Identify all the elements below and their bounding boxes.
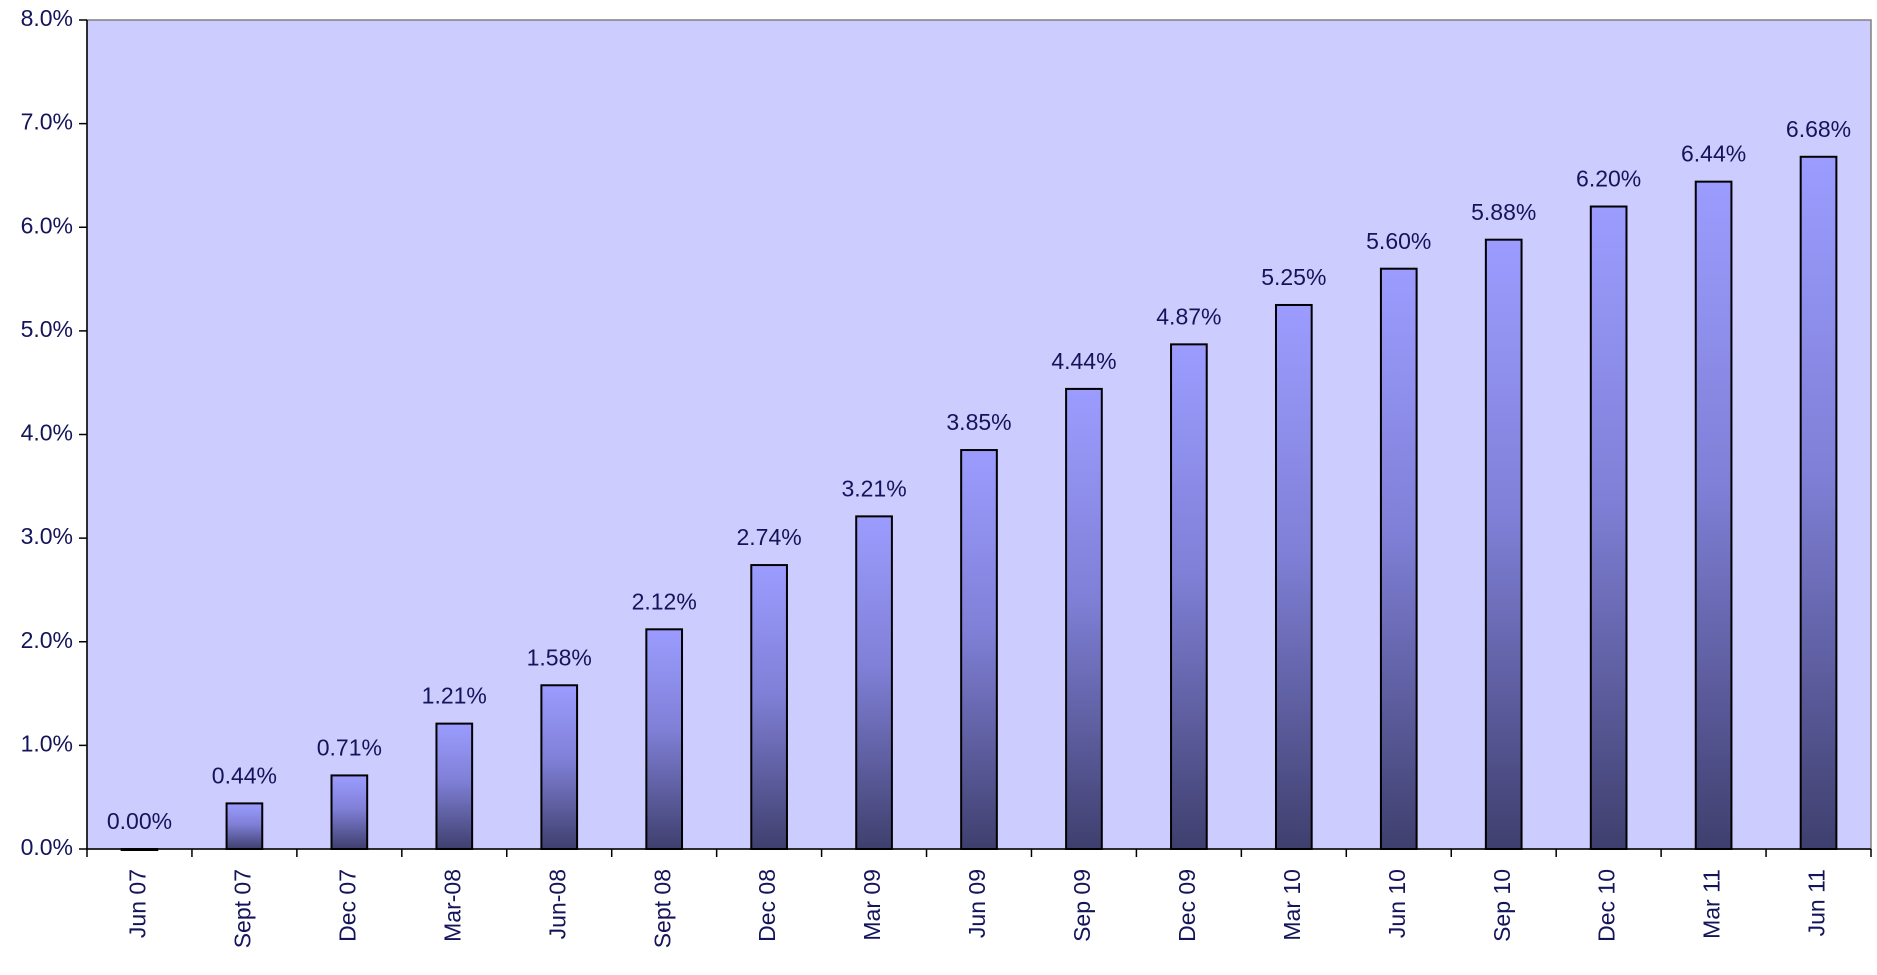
bar bbox=[1170, 343, 1208, 850]
x-tick-label: Mar-08 bbox=[439, 869, 465, 942]
data-label: 4.87% bbox=[1156, 303, 1221, 329]
bar bbox=[540, 684, 579, 851]
data-label: 5.88% bbox=[1471, 199, 1536, 225]
bar bbox=[960, 449, 998, 850]
bar bbox=[750, 564, 788, 850]
x-tick-label: Sept 07 bbox=[229, 869, 255, 948]
x-tick-label: Dec 09 bbox=[1174, 869, 1200, 942]
x-tick-label: Mar 11 bbox=[1699, 869, 1725, 939]
x-tick-label: Jun 09 bbox=[964, 869, 990, 938]
data-label: 6.68% bbox=[1786, 116, 1851, 142]
bar bbox=[225, 802, 264, 851]
bar bbox=[1379, 267, 1418, 850]
bar bbox=[1799, 155, 1838, 851]
data-label: 2.12% bbox=[632, 588, 697, 614]
x-tick-label: Sept 08 bbox=[649, 869, 675, 948]
data-label: 0.44% bbox=[212, 762, 277, 788]
data-label: 6.44% bbox=[1681, 141, 1746, 167]
x-tick-label: Mar 09 bbox=[859, 869, 885, 941]
data-label: 3.21% bbox=[841, 475, 906, 501]
bar bbox=[1694, 180, 1733, 850]
x-tick-label: Dec 07 bbox=[334, 869, 360, 942]
x-tick-label: Dec 08 bbox=[754, 869, 780, 942]
bar bbox=[1589, 205, 1628, 850]
y-tick-label: 2.0% bbox=[21, 627, 73, 653]
x-tick-label: Jun 10 bbox=[1384, 869, 1410, 938]
bar bbox=[645, 628, 684, 850]
data-label: 5.60% bbox=[1366, 228, 1431, 254]
y-tick-label: 7.0% bbox=[21, 109, 73, 135]
y-tick-label: 1.0% bbox=[21, 730, 73, 756]
y-tick-label: 4.0% bbox=[21, 420, 73, 446]
data-label: 2.74% bbox=[737, 524, 802, 550]
data-label: 0.71% bbox=[317, 735, 382, 761]
x-tick-label: Dec 10 bbox=[1594, 869, 1620, 942]
data-label: 6.20% bbox=[1576, 166, 1641, 192]
bar bbox=[855, 515, 893, 851]
y-tick-label: 3.0% bbox=[21, 523, 73, 549]
data-label: 1.58% bbox=[527, 644, 592, 670]
y-tick-label: 5.0% bbox=[21, 316, 73, 342]
y-tick-label: 8.0% bbox=[21, 5, 73, 31]
x-tick-label: Sep 09 bbox=[1069, 869, 1095, 942]
y-tick-label: 6.0% bbox=[21, 212, 73, 238]
x-tick-label: Jun 07 bbox=[125, 869, 151, 938]
bar bbox=[435, 722, 474, 851]
data-label: 1.21% bbox=[422, 683, 487, 709]
bar bbox=[1274, 303, 1313, 850]
x-tick-label: Mar 10 bbox=[1279, 869, 1305, 941]
data-label: 5.25% bbox=[1261, 264, 1326, 290]
data-label: 3.85% bbox=[946, 409, 1011, 435]
bar bbox=[330, 774, 369, 851]
x-tick-label: Jun-08 bbox=[544, 869, 570, 939]
data-label: 0.00% bbox=[107, 808, 172, 834]
bar bbox=[1065, 387, 1103, 850]
x-tick-label: Sep 10 bbox=[1489, 869, 1515, 942]
x-tick-label: Jun 11 bbox=[1804, 869, 1830, 936]
y-tick-label: 0.0% bbox=[21, 834, 73, 860]
data-label: 4.44% bbox=[1051, 348, 1116, 374]
bar bbox=[1484, 238, 1523, 850]
